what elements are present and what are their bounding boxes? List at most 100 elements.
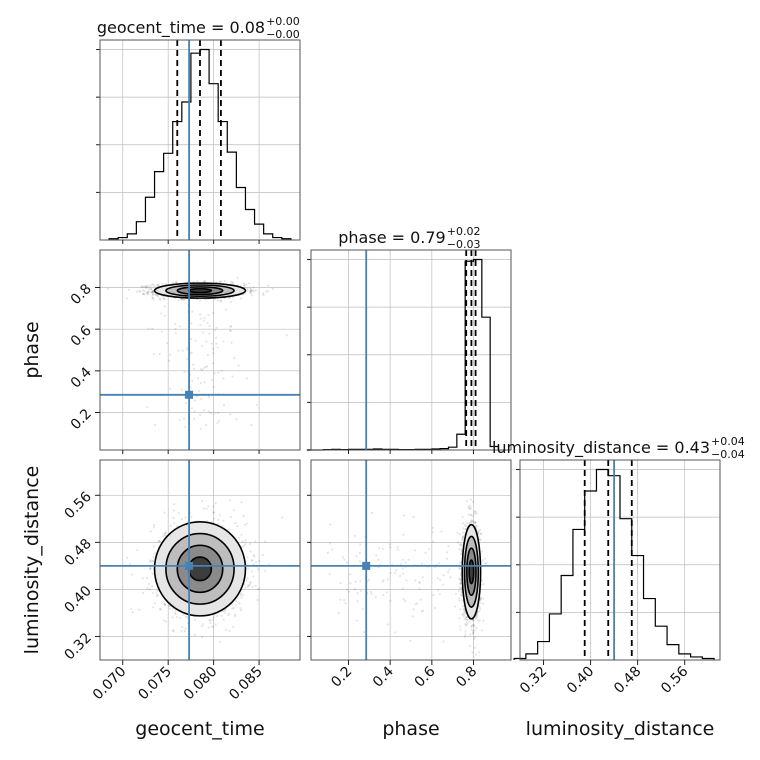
sample-point [404, 600, 407, 603]
sample-point [215, 326, 218, 330]
sample-point [174, 611, 177, 614]
sample-point [159, 608, 162, 611]
sample-point [473, 646, 476, 649]
sample-point [211, 362, 215, 365]
frames-layer [95, 39, 721, 665]
sample-point [345, 561, 349, 564]
sample-point [205, 423, 208, 426]
sample-point [137, 608, 141, 611]
sample-point [347, 590, 351, 593]
sample-point [402, 514, 406, 517]
sample-point [207, 505, 210, 508]
sample-point [153, 545, 156, 548]
sample-point [470, 628, 473, 631]
sample-point [216, 299, 220, 302]
sample-point [355, 555, 358, 558]
sample-point [186, 357, 189, 360]
sample-point [214, 623, 217, 626]
sample-point [141, 292, 144, 295]
sample-point [353, 534, 356, 537]
sample-point [461, 537, 464, 540]
sample-point [200, 500, 204, 503]
sample-point [389, 546, 392, 549]
sample-point [172, 516, 175, 520]
sample-point [473, 512, 476, 515]
sample-point [228, 499, 232, 502]
sample-point [476, 530, 480, 533]
sample-point [199, 368, 203, 371]
sample-point [241, 546, 244, 549]
sample-point [145, 291, 149, 294]
sample-point [156, 283, 159, 287]
sample-point [232, 281, 235, 284]
y-tick-label-phase: 0.6 [68, 323, 95, 350]
contour-0 [153, 520, 247, 617]
sample-point [253, 555, 256, 558]
contours-layer [153, 282, 482, 620]
sample-point [255, 403, 258, 407]
axes-frame-geocent_time_luminosity_distance [99, 459, 301, 661]
sample-point [328, 572, 331, 576]
sample-point [152, 606, 155, 609]
sample-point [131, 611, 134, 614]
sample-point [458, 566, 461, 569]
sample-point [230, 325, 233, 328]
sample-point [428, 547, 431, 551]
sample-point [261, 292, 265, 295]
sample-point [143, 293, 146, 296]
sample-point [229, 329, 233, 333]
sample-point [470, 625, 473, 628]
sample-point [455, 592, 458, 595]
sample-point [220, 369, 223, 372]
sample-point [156, 593, 159, 597]
sample-point [458, 532, 461, 536]
title-sup: +0.04 [711, 435, 745, 448]
sample-point [285, 334, 288, 337]
sample-point [329, 523, 332, 526]
sample-point [168, 607, 172, 610]
sample-point [251, 290, 254, 293]
sample-point [252, 286, 255, 289]
sample-point [422, 609, 425, 612]
sample-point [213, 372, 216, 375]
sample-point [359, 589, 363, 593]
sample-point [179, 616, 182, 620]
sample-point [192, 367, 196, 370]
sample-point [418, 581, 421, 584]
sample-point [460, 586, 463, 590]
sample-point [471, 519, 474, 523]
sample-point [192, 363, 195, 366]
sample-point [231, 282, 234, 285]
sample-point [161, 296, 165, 299]
sample-point [151, 290, 154, 293]
sample-point [479, 532, 482, 535]
sample-point [244, 543, 247, 546]
sample-point [356, 592, 359, 595]
sample-point [463, 613, 466, 616]
sample-point [199, 299, 202, 303]
sample-point [438, 593, 441, 596]
sample-point [469, 520, 473, 523]
sample-point [222, 519, 225, 522]
sample-point [265, 290, 268, 293]
sample-point [168, 359, 171, 362]
sample-point [155, 592, 158, 595]
sample-point [481, 559, 484, 562]
sample-point [158, 297, 161, 300]
sample-point [409, 639, 412, 642]
sample-point [186, 348, 189, 351]
y-tick-label-luminosity_distance: 0.32 [61, 630, 94, 663]
x-tick-label-phase: 0.4 [370, 663, 397, 690]
sample-point [180, 298, 183, 301]
sample-point [183, 370, 186, 373]
sample-point [186, 615, 189, 619]
sample-point [234, 522, 237, 525]
sample-point [239, 609, 242, 612]
sample-point [472, 500, 475, 503]
sample-point [436, 589, 439, 592]
sample-point [446, 551, 449, 554]
sample-point [349, 582, 352, 585]
sample-point [471, 651, 474, 654]
sample-point [469, 498, 472, 501]
sample-point [482, 582, 485, 586]
